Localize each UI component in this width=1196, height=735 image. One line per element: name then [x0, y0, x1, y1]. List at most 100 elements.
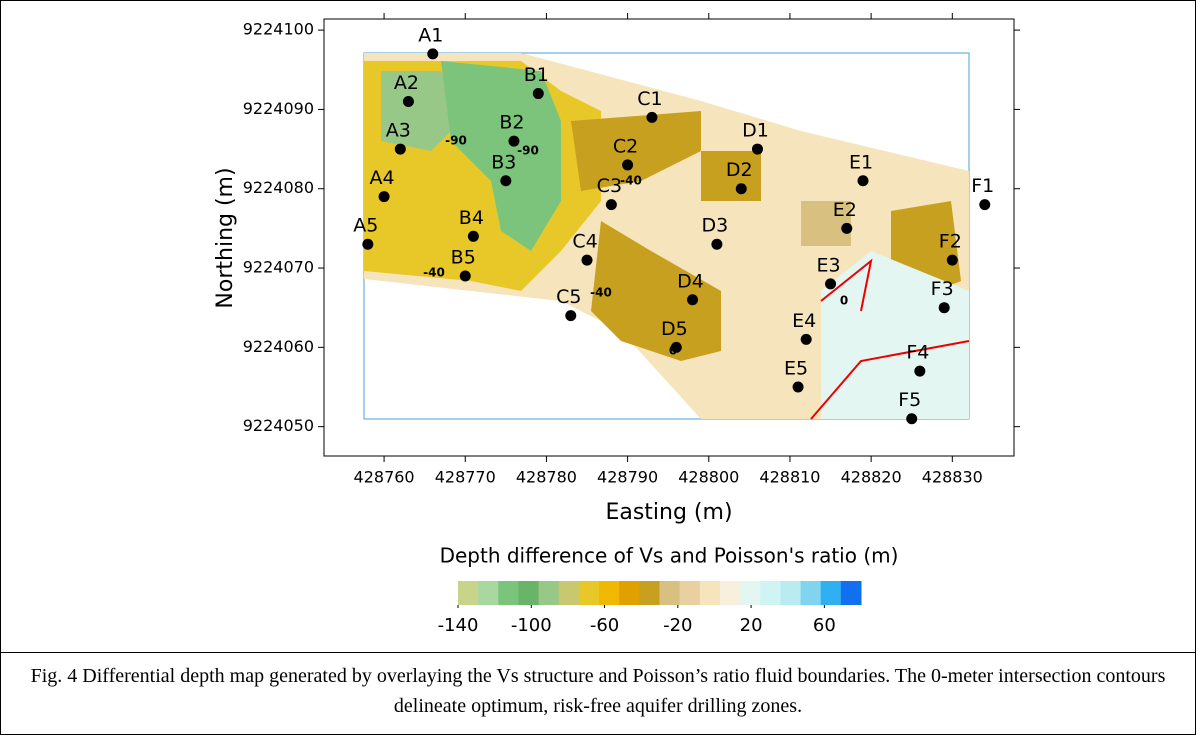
well-point — [395, 144, 406, 155]
y-axis-label: Northing (m) — [213, 167, 238, 308]
point-label: B1 — [524, 64, 549, 86]
well-point — [646, 112, 657, 123]
colorbar-swatch — [720, 581, 741, 605]
colorbar-tick-label: -100 — [511, 615, 552, 636]
point-label: E4 — [792, 310, 816, 332]
figure: Northing (m) Easting (m) Depth differenc… — [0, 0, 1196, 735]
point-label: C2 — [613, 135, 638, 157]
point-label: E2 — [833, 199, 857, 221]
well-point — [906, 413, 917, 424]
colorbar-swatch — [518, 581, 539, 605]
contour-label: -40 — [620, 174, 642, 188]
point-label: C4 — [572, 231, 597, 253]
x-tick-label: 428810 — [759, 468, 820, 487]
point-label: E5 — [784, 358, 808, 380]
contour-label: -90 — [517, 144, 539, 158]
point-label: D3 — [702, 215, 729, 237]
x-tick-label: 428760 — [354, 468, 415, 487]
well-point — [403, 96, 414, 107]
y-tick-label: 9224100 — [243, 20, 314, 39]
caption: Fig. 4 Differential depth map generated … — [1, 652, 1195, 734]
colorbar-swatch — [539, 581, 560, 605]
point-label: D2 — [726, 159, 753, 181]
point-label: F3 — [931, 278, 954, 300]
colorbar-tick-label: 20 — [740, 615, 763, 636]
y-tick-label: 9224070 — [243, 258, 314, 277]
point-label: C1 — [637, 88, 662, 110]
well-point — [565, 310, 576, 321]
point-label: C5 — [556, 286, 581, 308]
x-axis-label: Easting (m) — [605, 500, 732, 525]
well-point — [711, 239, 722, 250]
well-point — [362, 239, 373, 250]
well-point — [671, 342, 682, 353]
well-point — [427, 48, 438, 59]
colorbar-swatch — [639, 581, 660, 605]
colorbar-swatch — [660, 581, 681, 605]
colorbar-swatch — [498, 581, 519, 605]
well-point — [468, 231, 479, 242]
contour-label: 0 — [840, 294, 848, 308]
well-point — [947, 255, 958, 266]
point-label: B5 — [451, 246, 476, 268]
colorbar-swatch — [680, 581, 701, 605]
contour-fill — [364, 53, 969, 419]
point-label: A3 — [386, 120, 411, 142]
point-label: F1 — [971, 175, 994, 197]
point-label: F5 — [898, 389, 921, 411]
well-point — [858, 175, 869, 186]
well-point — [736, 183, 747, 194]
well-point — [533, 88, 544, 99]
well-point — [508, 136, 519, 147]
x-tick-label: 428830 — [922, 468, 983, 487]
point-label: E1 — [849, 151, 873, 173]
contour-label: -40 — [423, 266, 445, 280]
colorbar-swatch — [559, 581, 580, 605]
colorbar-tick-label: -20 — [663, 615, 692, 636]
y-tick-label: 9224090 — [243, 99, 314, 118]
well-point — [500, 175, 511, 186]
contour-label: -90 — [445, 134, 467, 148]
colorbar-swatch — [740, 581, 761, 605]
point-label: A5 — [353, 215, 378, 237]
x-tick-label: 428800 — [678, 468, 739, 487]
well-point — [793, 382, 804, 393]
x-tick-label: 428770 — [435, 468, 496, 487]
point-label: B2 — [499, 112, 524, 134]
colorbar-title: Depth difference of Vs and Poisson's rat… — [440, 544, 899, 568]
well-point — [606, 199, 617, 210]
well-point — [801, 334, 812, 345]
y-tick-label: 9224080 — [243, 178, 314, 197]
well-point — [687, 294, 698, 305]
colorbar-swatch — [579, 581, 600, 605]
chart: Northing (m) Easting (m) Depth differenc… — [1, 1, 1195, 651]
point-label: A2 — [394, 72, 419, 94]
point-label: B3 — [491, 151, 516, 173]
well-point — [939, 302, 950, 313]
well-point — [622, 159, 633, 170]
point-label: E3 — [816, 254, 840, 276]
point-label: A4 — [370, 167, 395, 189]
colorbar-swatch — [599, 581, 620, 605]
well-point — [841, 223, 852, 234]
x-tick-label: 428780 — [516, 468, 577, 487]
colorbar-swatch — [801, 581, 822, 605]
point-label: B4 — [459, 207, 484, 229]
point-label: F2 — [939, 231, 962, 253]
colorbar-swatch — [780, 581, 801, 605]
well-point — [379, 191, 390, 202]
point-label: D4 — [677, 270, 704, 292]
well-point — [582, 255, 593, 266]
well-point — [979, 199, 990, 210]
colorbar-swatch — [458, 581, 479, 605]
colorbar-swatch — [841, 581, 862, 605]
well-point — [825, 278, 836, 289]
point-label: D1 — [742, 120, 769, 142]
well-point — [752, 144, 763, 155]
colorbar-swatch — [700, 581, 721, 605]
colorbar-tick-label: -60 — [590, 615, 619, 636]
colorbar-swatch — [760, 581, 781, 605]
point-label: F4 — [906, 342, 929, 364]
contour-label: -40 — [590, 286, 612, 300]
well-point — [914, 366, 925, 377]
